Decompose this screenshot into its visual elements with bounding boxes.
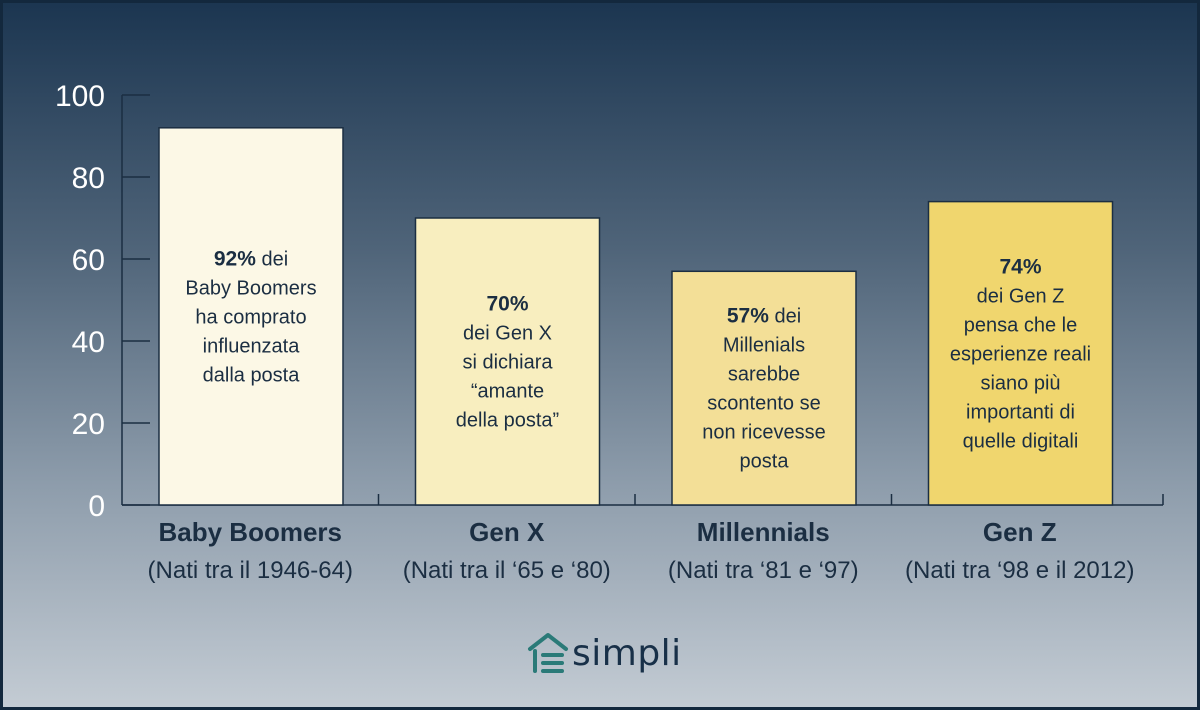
bar-annotation-line: siano più	[980, 372, 1060, 394]
bar-annotation-line: dalla posta	[203, 364, 301, 386]
y-tick-label: 100	[55, 80, 105, 113]
y-tick-label: 40	[72, 326, 105, 359]
bar-annotation-line: “amante	[471, 381, 544, 403]
bar-annotation-line: non ricevesse	[702, 422, 825, 444]
x-category-sublabel: (Nati tra il 1946-64)	[148, 557, 353, 584]
y-tick-label: 20	[72, 408, 105, 441]
bar	[927, 200, 1114, 506]
bar-annotation-value: 92%	[214, 247, 256, 270]
y-tick-label: 0	[88, 490, 105, 523]
y-tick-label: 80	[72, 162, 105, 195]
bar-annotation-line: pensa che le	[964, 314, 1077, 336]
bar-annotation-line: scontento se	[707, 393, 820, 415]
x-category-sublabel: (Nati tra ‘81 e ‘97)	[668, 557, 859, 584]
bar	[158, 127, 344, 506]
y-tick-label: 60	[72, 244, 105, 277]
bar-annotation-text: dei	[769, 306, 801, 328]
bar-annotation-line: 57% dei	[727, 305, 801, 328]
bar-annotation-value: 70%	[486, 293, 528, 316]
bar-annotation-line: 92% dei	[214, 247, 288, 270]
brand-logo: simpli	[526, 628, 682, 678]
bar-annotation-text: dei	[256, 248, 288, 270]
bar-annotation-line: Baby Boomers	[185, 277, 316, 299]
logo-text: simpli	[572, 632, 682, 674]
bar-annotation-line: importanti di	[966, 401, 1075, 423]
x-category-label: Baby Boomers	[159, 517, 343, 547]
bar-annotation-line: influenzata	[203, 335, 301, 357]
bar-annotation-line: 74%	[999, 255, 1041, 278]
x-category-sublabel: (Nati tra ‘98 e il 2012)	[905, 557, 1134, 584]
x-category-label: Gen Z	[983, 517, 1057, 547]
house-icon	[528, 633, 568, 673]
bar-annotation-line: Millenials	[723, 335, 805, 357]
x-category-sublabel: (Nati tra il ‘65 e ‘80)	[403, 557, 611, 584]
bar-annotation-line: della posta”	[456, 410, 559, 432]
bar-annotation-line: ha comprato	[195, 306, 306, 328]
x-category-label: Gen X	[469, 517, 545, 547]
bar-annotation-line: quelle digitali	[963, 430, 1079, 452]
bar	[414, 217, 601, 506]
x-category-label: Millennials	[697, 517, 830, 547]
bar-annotation-line: dei Gen X	[463, 323, 552, 345]
bar-annotation-line: 70%	[486, 293, 528, 316]
bar	[671, 270, 857, 506]
bar-annotation-line: sarebbe	[728, 364, 800, 386]
bar-annotation-line: esperienze reali	[950, 343, 1091, 365]
bar-annotation-value: 57%	[727, 305, 769, 328]
bar-annotation-line: posta	[740, 451, 790, 473]
bar-annotation-value: 74%	[999, 255, 1041, 278]
bar-annotation-line: si dichiara	[462, 352, 553, 374]
bar-annotation-line: dei Gen Z	[977, 285, 1065, 307]
